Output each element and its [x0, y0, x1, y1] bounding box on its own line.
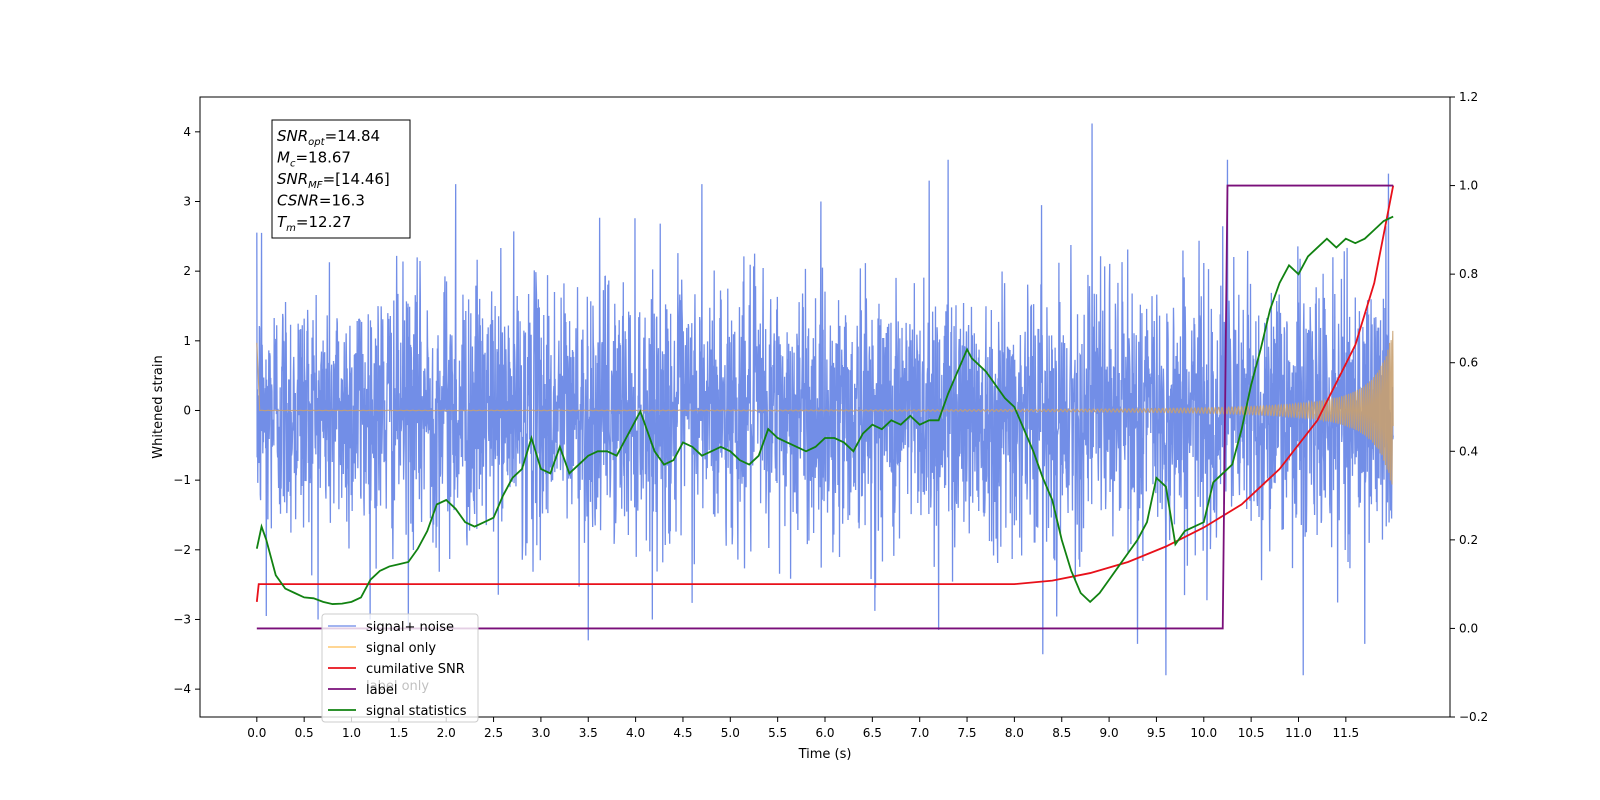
y-right-tick-label: 0.8 [1459, 267, 1478, 281]
legend-entry: signal statistics [366, 704, 467, 719]
info-box-line: SNRMF=[14.46] [277, 170, 390, 191]
x-tick-label: 0.0 [247, 726, 266, 740]
y-left-tick-label: 0 [183, 403, 191, 417]
legend-entry: signal+ noise [366, 620, 454, 635]
axis-ticks: 0.0 0.5 1.0 1.5 2.0 2.5 3.0 3.5 4.0 4.5 5.0 5.5 6.0 6… [173, 90, 1488, 740]
x-tick-label: 11.0 [1285, 726, 1312, 740]
y-right-tick-label: 1.0 [1459, 179, 1478, 193]
legend-entry: signal only [366, 641, 436, 656]
y-right-tick-label: 0.0 [1459, 621, 1478, 635]
x-axis-label: Time (s) [798, 747, 852, 762]
y-right-tick-label: 0.6 [1459, 356, 1478, 370]
x-tick-label: 3.5 [579, 726, 598, 740]
y-right-tick-label: 0.4 [1459, 444, 1478, 458]
x-tick-label: 3.0 [531, 726, 550, 740]
y-left-tick-label: −1 [173, 473, 191, 487]
x-tick-label: 1.0 [342, 726, 361, 740]
x-tick-label: 5.5 [768, 726, 787, 740]
legend-ghost-text: label only [366, 679, 429, 694]
info-box-line: Mc=18.67 [277, 149, 351, 170]
y-right-tick-label: 1.2 [1459, 90, 1478, 104]
y-left-tick-label: 2 [183, 264, 191, 278]
x-tick-label: 6.0 [815, 726, 834, 740]
info-box-line: Tm=12.27 [277, 213, 351, 234]
info-box-frame [271, 119, 411, 239]
legend-entry: label [366, 683, 397, 698]
series-label [256, 184, 1394, 630]
series-signal-statistics [255, 215, 1394, 605]
y-left-tick-label: 4 [183, 125, 191, 139]
x-tick-label: 6.5 [863, 726, 882, 740]
y-left-tick-label: −2 [173, 543, 191, 557]
y-right-tick-label: −0.2 [1459, 710, 1488, 724]
y-left-tick-label: −4 [173, 682, 191, 696]
x-tick-label: 2.0 [437, 726, 456, 740]
info-box: SNRopt=14.84Mc=18.67SNRMF=[14.46]CSNR=16… [271, 119, 411, 239]
x-tick-label: 9.5 [1147, 726, 1166, 740]
x-tick-label: 8.0 [1005, 726, 1024, 740]
x-tick-label: 4.0 [626, 726, 645, 740]
y-left-tick-label: 3 [183, 194, 191, 208]
x-tick-label: 8.5 [1052, 726, 1071, 740]
x-tick-label: 1.5 [389, 726, 408, 740]
legend-frame [321, 613, 479, 723]
x-tick-label: 4.5 [673, 726, 692, 740]
x-tick-label: 0.5 [295, 726, 314, 740]
series-cumilative-snr [255, 185, 1395, 602]
x-tick-label: 7.0 [910, 726, 929, 740]
x-tick-label: 5.0 [721, 726, 740, 740]
info-box-line: SNRopt=14.84 [277, 127, 380, 148]
legend: label only signal+ noise signal only cumila… [321, 613, 479, 723]
x-tick-label: 7.5 [957, 726, 976, 740]
y-left-tick-label: 1 [183, 334, 191, 348]
x-tick-label: 2.5 [484, 726, 503, 740]
plot-area [255, 123, 1395, 676]
legend-entry: cumilative SNR [366, 662, 465, 677]
x-tick-label: 10.0 [1190, 726, 1217, 740]
x-tick-label: 11.5 [1332, 726, 1359, 740]
series-signal-only [256, 330, 1394, 485]
y-axis-label: Whitened strain [151, 355, 166, 458]
x-tick-label: 9.0 [1100, 726, 1119, 740]
y-left-tick-label: −3 [173, 612, 191, 626]
y-right-tick-label: 0.2 [1459, 533, 1478, 547]
series-signal-noise [256, 123, 1394, 676]
info-box-line: CSNR=16.3 [277, 192, 365, 210]
x-tick-label: 10.5 [1238, 726, 1265, 740]
